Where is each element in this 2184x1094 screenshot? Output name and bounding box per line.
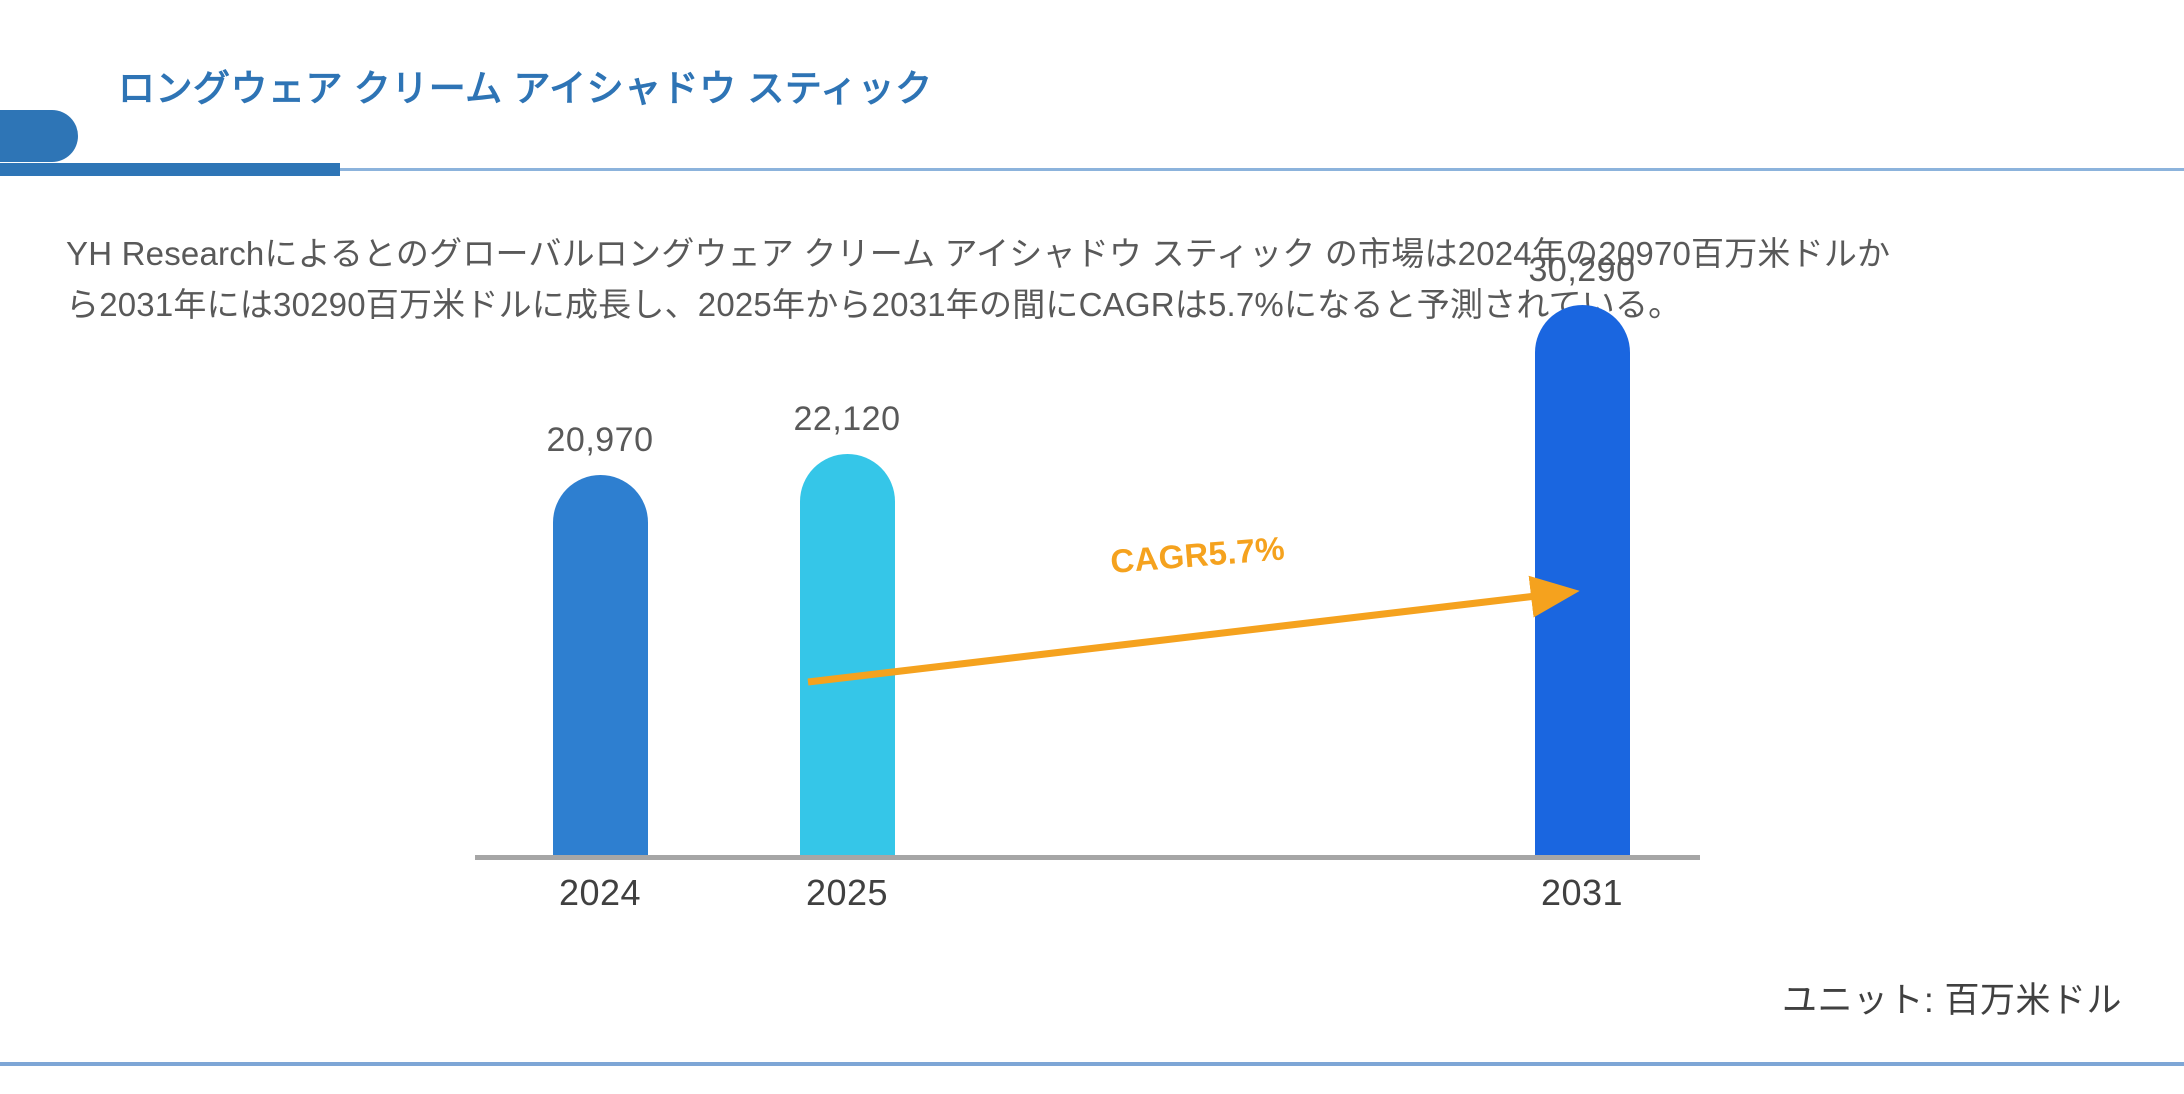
bar-value-label-2031: 30,290 [1528,251,1636,289]
summary-paragraph: YH Researchによるとのグローバルロングウェア クリーム アイシャドウ … [66,228,2126,330]
bar-value-label-2025: 22,120 [793,400,901,438]
page-title: ロングウェア クリーム アイシャドウ スティック [118,68,933,109]
cagr-arrow-icon [807,575,1580,686]
chart-unit-note: ユニット: 百万米ドル [1782,981,2122,1020]
chart-baseline-axis [475,855,1700,860]
summary-line-1: YH Researchによるとのグローバルロングウェア クリーム アイシャドウ … [66,235,1891,272]
bar-value-label-2024: 20,970 [546,421,654,459]
slide-header: ロングウェア クリーム アイシャドウ スティック [0,0,2184,185]
category-label-2024: 2024 [558,872,642,913]
header-accent-bar [0,163,340,176]
footer-divider-rule [0,1062,2184,1066]
category-label-2031: 2031 [1540,872,1624,913]
bar-2024 [553,475,648,857]
bar-2025 [800,454,895,857]
header-divider-rule [340,168,2184,171]
header-accent-blob [0,110,78,162]
summary-line-2: ら2031年には30290百万米ドルに成長し、2025年から2031年の間にCA… [66,286,1682,324]
category-label-2025: 2025 [805,872,889,913]
